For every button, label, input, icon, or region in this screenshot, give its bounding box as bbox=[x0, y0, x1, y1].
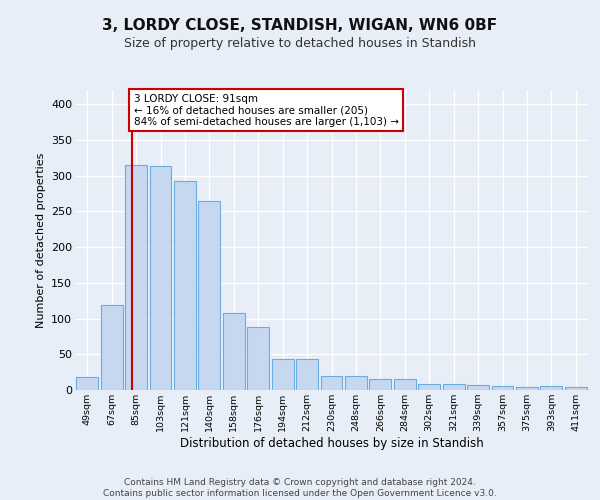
Bar bbox=[174, 180, 196, 390]
Bar bbox=[76, 377, 98, 390]
Bar bbox=[443, 384, 464, 390]
Text: 3 LORDY CLOSE: 91sqm
← 16% of detached houses are smaller (205)
84% of semi-deta: 3 LORDY CLOSE: 91sqm ← 16% of detached h… bbox=[134, 94, 398, 127]
Bar bbox=[370, 380, 391, 390]
Y-axis label: Number of detached properties: Number of detached properties bbox=[35, 152, 46, 328]
Bar bbox=[272, 358, 293, 390]
Bar bbox=[541, 386, 562, 390]
Bar bbox=[394, 380, 416, 390]
Text: 3, LORDY CLOSE, STANDISH, WIGAN, WN6 0BF: 3, LORDY CLOSE, STANDISH, WIGAN, WN6 0BF bbox=[103, 18, 497, 32]
Bar bbox=[101, 305, 122, 390]
Bar bbox=[149, 166, 172, 390]
Text: Contains HM Land Registry data © Crown copyright and database right 2024.
Contai: Contains HM Land Registry data © Crown c… bbox=[103, 478, 497, 498]
Bar bbox=[516, 387, 538, 390]
Text: Size of property relative to detached houses in Standish: Size of property relative to detached ho… bbox=[124, 38, 476, 51]
Bar bbox=[565, 387, 587, 390]
Bar bbox=[491, 386, 514, 390]
Bar bbox=[345, 376, 367, 390]
Bar bbox=[418, 384, 440, 390]
Bar bbox=[467, 385, 489, 390]
X-axis label: Distribution of detached houses by size in Standish: Distribution of detached houses by size … bbox=[179, 437, 484, 450]
Bar bbox=[125, 165, 147, 390]
Bar bbox=[223, 313, 245, 390]
Bar bbox=[296, 358, 318, 390]
Bar bbox=[199, 200, 220, 390]
Bar bbox=[247, 327, 269, 390]
Bar bbox=[320, 376, 343, 390]
